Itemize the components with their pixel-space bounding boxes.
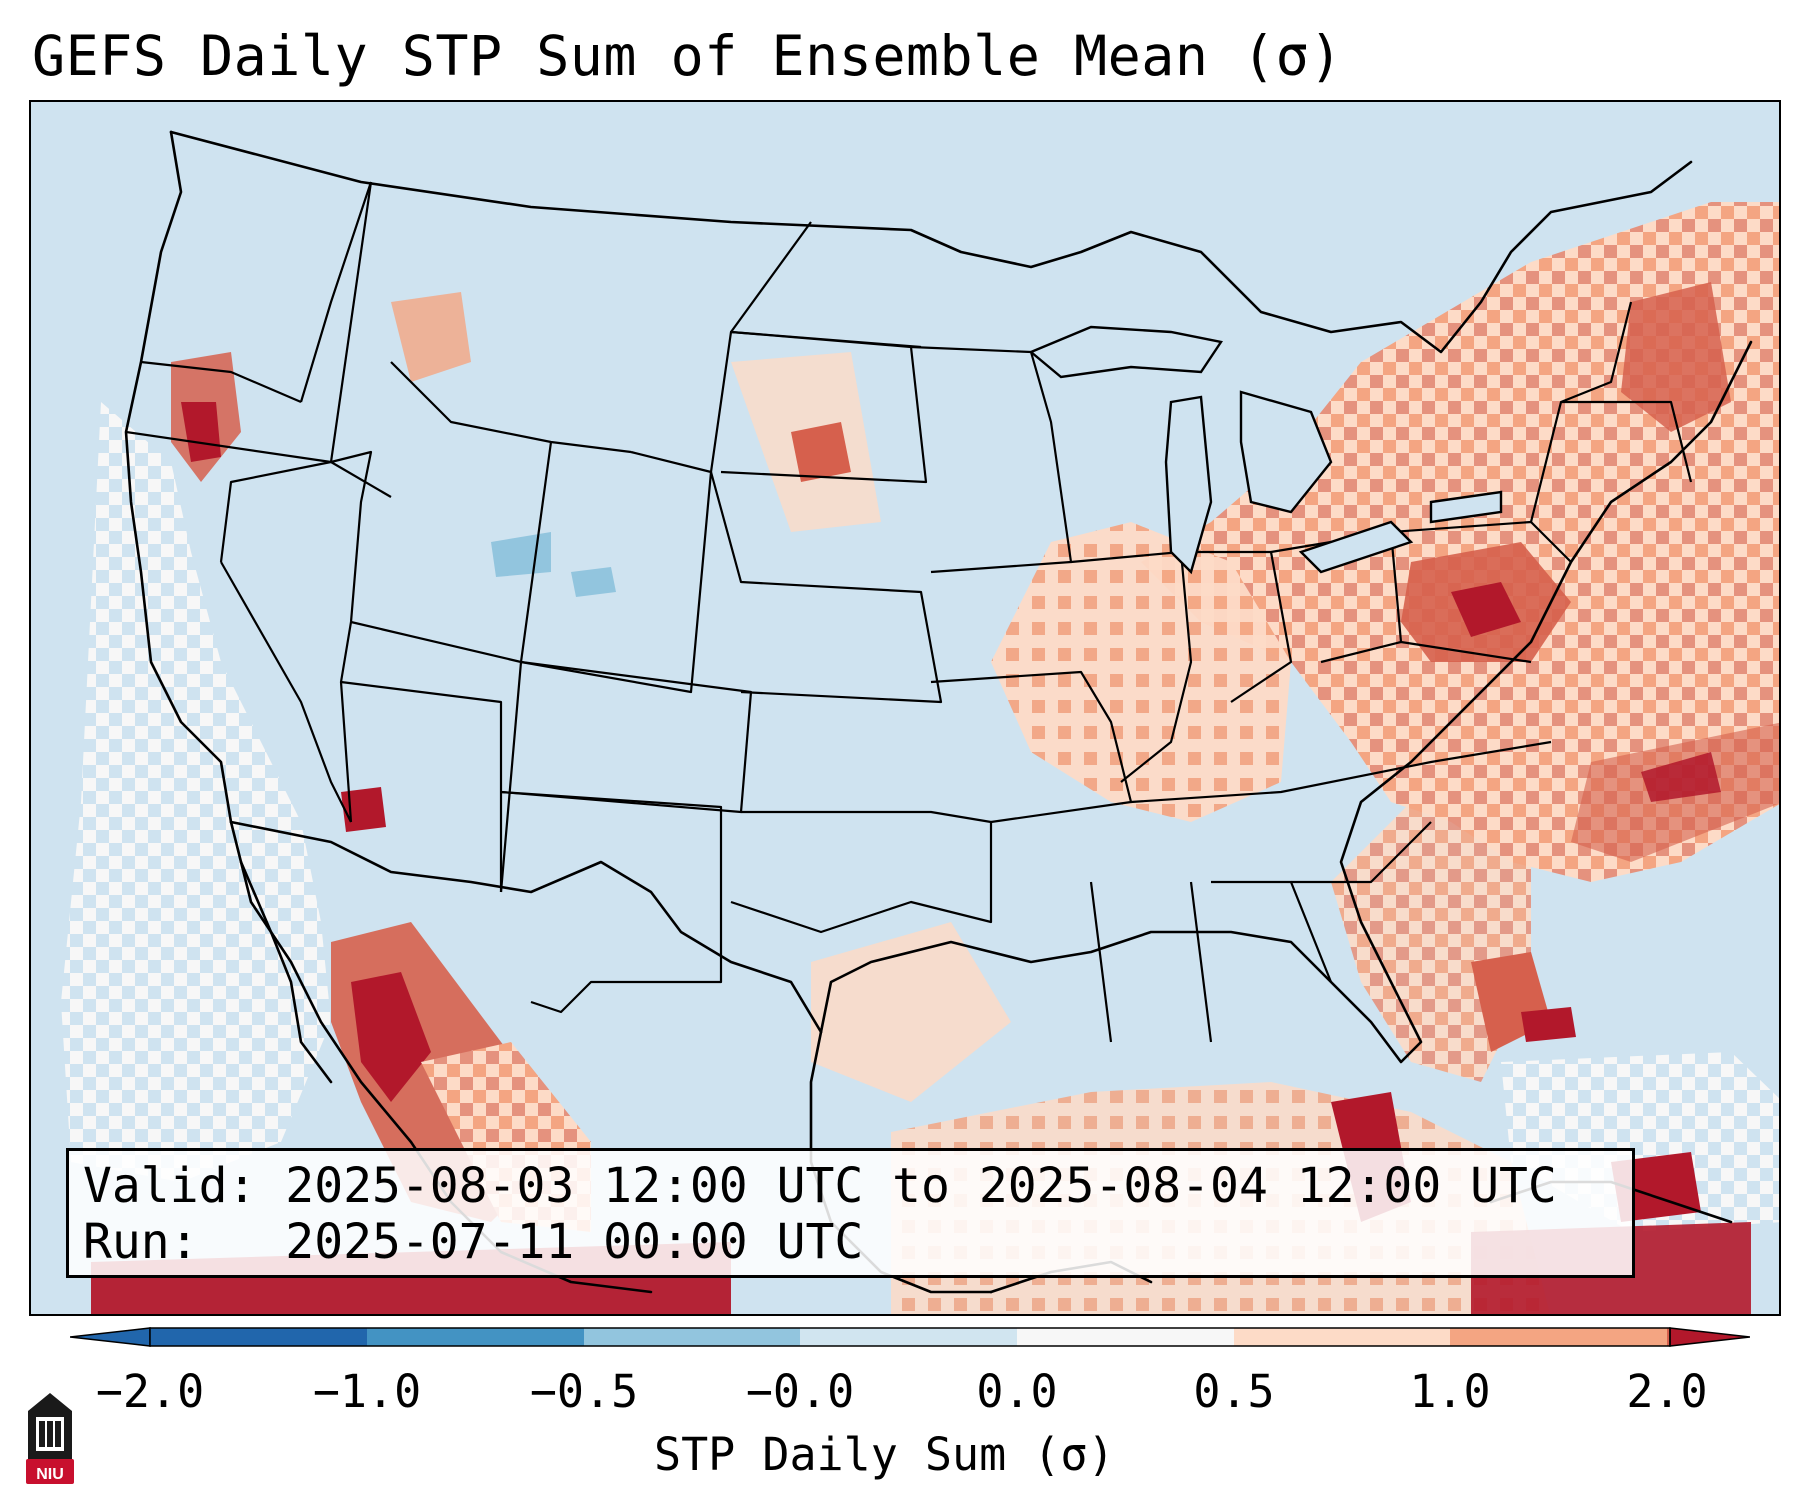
colorbar-label: STP Daily Sum (σ) [654, 1428, 1115, 1481]
colorbar-segment-7 [1450, 1328, 1667, 1346]
oregon-coast-core [181, 402, 221, 462]
atlantic-band-core [1641, 752, 1721, 802]
state-co [500, 660, 753, 814]
state-ut-co [350, 620, 523, 893]
pacific-near-zero-area [61, 402, 331, 1182]
colorbar-extend-high [1669, 1327, 1750, 1347]
lake-ontario [1429, 490, 1503, 524]
state-wa-or [140, 360, 302, 404]
us-mexico-border [229, 820, 823, 1034]
colorbar-segment-5 [1017, 1328, 1234, 1346]
state-nv-ut [219, 450, 373, 823]
colorbar-segment-6 [1234, 1328, 1450, 1346]
arizona-core [341, 787, 386, 832]
colorbar-tick-label: −0.5 [529, 1365, 639, 1418]
state-mn-ia [910, 345, 1073, 574]
colorbar-tick-label: 0.0 [976, 1365, 1058, 1418]
state-new-england [1529, 301, 1693, 523]
valid-time-text: Valid: 2025-08-03 12:00 UTC to 2025-08-0… [83, 1158, 1557, 1214]
state-mt-bottom [390, 361, 632, 454]
gulf-coast [819, 340, 1753, 1064]
state-ne-ks [709, 471, 943, 704]
map-canvas [61, 130, 1779, 1314]
state-in-oh [1181, 550, 1293, 703]
pennsylvania-center-anomaly [1451, 582, 1521, 637]
colorbar-tick-label: −2.0 [95, 1365, 205, 1418]
state-mt-south [329, 181, 373, 463]
colorbar-segment-8 [1667, 1328, 1670, 1346]
state-ga-sc [1291, 821, 1432, 884]
run-time-text: Run: 2025-07-11 00:00 UTC [83, 1214, 864, 1270]
northern-plains-core [791, 422, 851, 482]
lake-michigan [1164, 395, 1213, 575]
colorbar-outline [149, 1327, 1671, 1347]
state-mo-ar [930, 670, 1133, 824]
validity-info-box: Valid: 2025-08-03 12:00 UTC to 2025-08-0… [66, 1148, 1635, 1278]
map-panel [29, 100, 1781, 1316]
colorbar-segment-3 [584, 1328, 800, 1346]
idaho-anomaly [391, 292, 471, 382]
colorbar-tick-label: 0.5 [1193, 1365, 1275, 1418]
lake-huron [1239, 390, 1333, 514]
state-wi-il [1070, 550, 1193, 783]
colorbar-tick-label: −0.0 [745, 1365, 855, 1418]
colorbar-tick-label: −1.0 [312, 1365, 422, 1418]
niu-logo: NIU [26, 1393, 74, 1484]
lake-superior [1028, 325, 1223, 379]
us-west-coast [124, 130, 233, 824]
colorbar-extend-low [70, 1327, 151, 1347]
colorbar-tick-label: 1.0 [1409, 1365, 1491, 1418]
northeast-anomaly [1141, 202, 1779, 882]
east-pacific-core [1521, 1007, 1576, 1042]
state-nd-sd [730, 221, 922, 349]
us-canada-border [169, 130, 1693, 354]
colorbar-segment-1 [150, 1328, 367, 1346]
colorbar-tick-label: 2.0 [1626, 1365, 1708, 1418]
state-nm [500, 790, 723, 1014]
utah-negative-anomaly [491, 532, 551, 577]
colorbar-segment-2 [367, 1328, 584, 1346]
northwest-mexico-core [351, 972, 431, 1102]
state-ky-tn [1130, 740, 1552, 804]
colorado-negative-anomaly [571, 567, 616, 597]
lake-erie [1298, 520, 1414, 574]
state-wy [519, 441, 713, 694]
state-id-west [299, 181, 373, 403]
state-ca-nv [220, 561, 352, 823]
state-ms-al [1089, 881, 1213, 1043]
colorbar [70, 1327, 1750, 1347]
state-az-nm [340, 680, 503, 892]
map-title: GEFS Daily STP Sum of Ensemble Mean (σ) [32, 24, 1343, 88]
niu-logo-text: NIU [36, 1466, 64, 1483]
baja-california [239, 860, 333, 1084]
colorbar-segment-4 [800, 1328, 1017, 1346]
midwest-anomaly [991, 522, 1291, 822]
northern-new-england-anomaly [1621, 282, 1731, 432]
state-ok-tx [730, 810, 993, 934]
